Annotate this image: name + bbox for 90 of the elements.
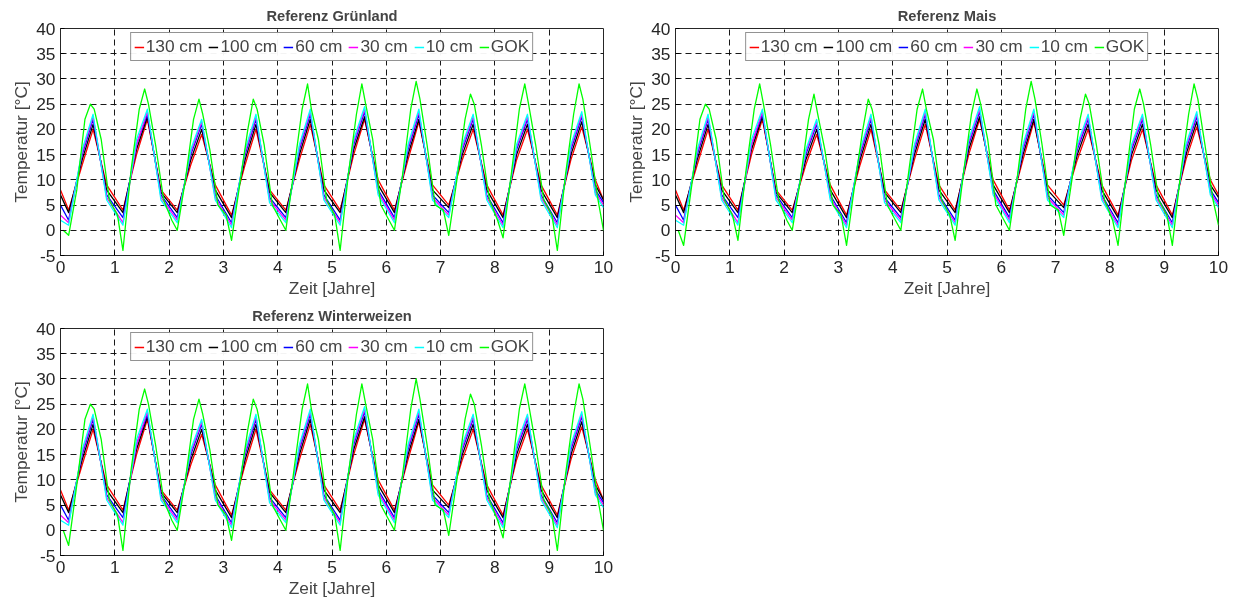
legend-label: 10 cm <box>425 36 473 57</box>
line-series <box>677 80 1219 247</box>
y-tick-label: 35 <box>36 43 56 64</box>
x-tick-label: 5 <box>942 256 952 277</box>
x-tick-label: 8 <box>1105 256 1115 277</box>
y-tick-label: 15 <box>36 444 56 465</box>
y-tick-label: 20 <box>36 419 56 440</box>
x-tick-label: 5 <box>327 556 337 577</box>
x-tick-label: 7 <box>435 556 446 577</box>
legend-label: 30 cm <box>360 336 408 357</box>
y-tick-label: 35 <box>651 43 671 64</box>
x-tick-label: 4 <box>272 556 283 577</box>
y-tick-label: 25 <box>36 394 56 415</box>
x-tick-label: 1 <box>109 556 120 577</box>
x-tick-label: 8 <box>490 256 500 277</box>
x-axis-title: Zeit [Jahre] <box>288 577 376 598</box>
x-tick-label: 3 <box>218 556 229 577</box>
chart-title: Referenz Winterweizen <box>252 307 412 324</box>
x-tick-label: 9 <box>544 556 555 577</box>
y-tick-label: 40 <box>36 18 56 39</box>
line-series <box>62 80 604 252</box>
y-tick-label: 0 <box>660 220 671 241</box>
y-axis-title: Temperatur [°C] <box>11 81 32 203</box>
y-axis-title: Temperatur [°C] <box>11 381 32 503</box>
x-tick-label: 9 <box>544 256 555 277</box>
x-tick-label: 6 <box>996 256 1007 277</box>
y-tick-label: 10 <box>36 469 56 490</box>
y-tick-label: 20 <box>651 119 671 140</box>
chart-title: Referenz Mais <box>897 7 997 24</box>
y-tick-label: 25 <box>651 94 671 115</box>
y-axis-title: Temperatur [°C] <box>626 81 647 203</box>
x-tick-label: 6 <box>381 556 392 577</box>
x-tick-label: 10 <box>593 256 614 277</box>
x-tick-label: 3 <box>218 256 229 277</box>
y-tick-label: 30 <box>651 68 671 89</box>
legend-label: 130 cm <box>145 336 203 357</box>
x-tick-label: 1 <box>109 256 120 277</box>
y-tick-label: 20 <box>36 119 56 140</box>
x-tick-label: 2 <box>164 556 174 577</box>
x-axis-title: Zeit [Jahre] <box>903 277 991 298</box>
y-tick-label: 5 <box>45 195 56 216</box>
legend-label: 10 cm <box>425 336 473 357</box>
x-tick-label: 7 <box>435 256 446 277</box>
x-tick-label: 7 <box>1050 256 1061 277</box>
x-tick-label: 2 <box>164 256 174 277</box>
x-tick-label: 2 <box>779 256 789 277</box>
legend-label: 60 cm <box>295 336 343 357</box>
legend-label: GOK <box>1105 36 1145 57</box>
x-tick-label: 5 <box>327 256 337 277</box>
y-tick-label: 15 <box>36 144 56 165</box>
line-series <box>62 378 604 552</box>
x-tick-label: 10 <box>1208 256 1229 277</box>
legend-label: 30 cm <box>975 36 1023 57</box>
y-tick-label: -5 <box>655 245 671 266</box>
y-tick-label: 25 <box>36 94 56 115</box>
y-tick-label: 5 <box>45 495 56 516</box>
x-axis-title: Zeit [Jahre] <box>288 277 376 298</box>
legend-label: 60 cm <box>295 36 343 57</box>
y-tick-label: 10 <box>651 169 671 190</box>
x-tick-label: 10 <box>593 556 614 577</box>
legend-label: GOK <box>490 336 530 357</box>
x-tick-label: 4 <box>887 256 898 277</box>
chart-title: Referenz Grünland <box>266 7 398 24</box>
y-tick-label: 10 <box>36 169 56 190</box>
legend-label: 60 cm <box>910 36 958 57</box>
legend-label: 100 cm <box>220 36 278 57</box>
y-tick-label: 0 <box>45 520 56 541</box>
legend-label: 100 cm <box>835 36 893 57</box>
x-tick-label: 1 <box>724 256 735 277</box>
y-tick-label: 35 <box>36 343 56 364</box>
legend-label: 130 cm <box>145 36 203 57</box>
y-tick-label: -5 <box>40 545 56 566</box>
y-tick-label: 0 <box>45 220 56 241</box>
y-tick-label: 30 <box>36 68 56 89</box>
y-tick-label: 40 <box>36 318 56 339</box>
y-tick-label: 5 <box>660 195 671 216</box>
legend-label: GOK <box>490 36 530 57</box>
legend-label: 130 cm <box>760 36 818 57</box>
y-tick-label: 15 <box>651 144 671 165</box>
legend-label: 100 cm <box>220 336 278 357</box>
legend-label: 10 cm <box>1040 36 1088 57</box>
y-tick-label: 40 <box>651 18 671 39</box>
x-tick-label: 9 <box>1159 256 1170 277</box>
legend-label: 30 cm <box>360 36 408 57</box>
x-tick-label: 8 <box>490 556 500 577</box>
x-tick-label: 4 <box>272 256 283 277</box>
x-tick-label: 3 <box>833 256 844 277</box>
y-tick-label: 30 <box>36 368 56 389</box>
y-tick-label: -5 <box>40 245 56 266</box>
x-tick-label: 6 <box>381 256 392 277</box>
